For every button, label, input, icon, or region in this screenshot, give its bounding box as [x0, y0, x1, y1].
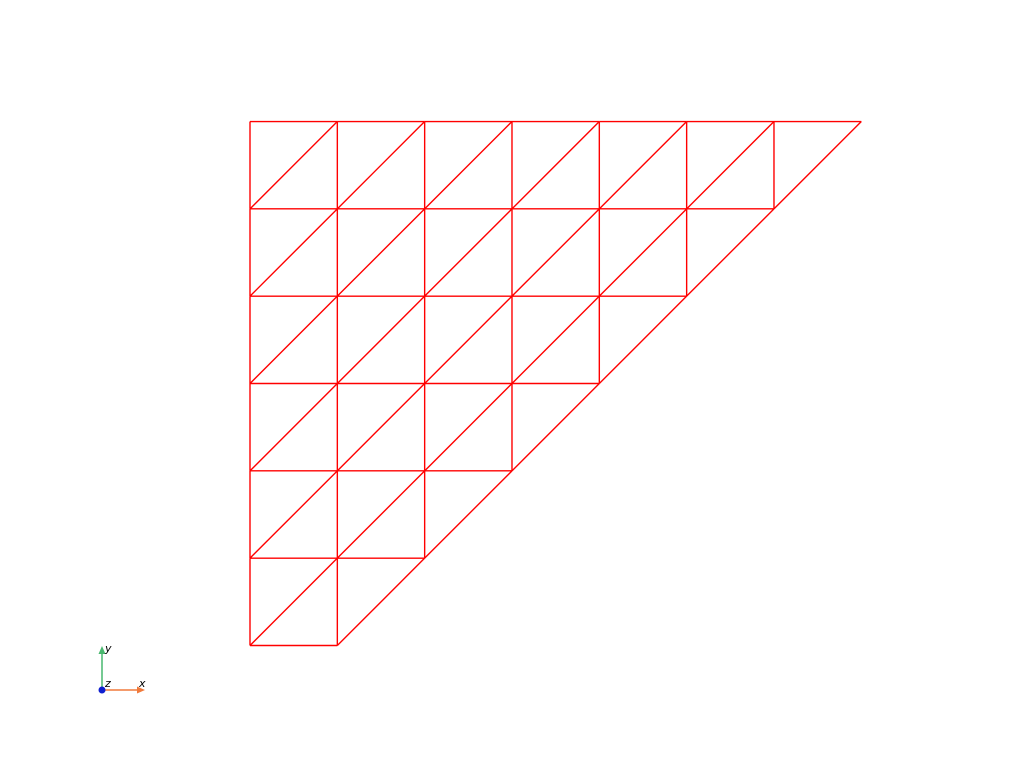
mesh-edge — [336, 208, 426, 297]
mesh-edge — [249, 557, 338, 646]
z-axis-label: z — [104, 677, 111, 690]
mesh-edge — [598, 295, 688, 385]
mesh-edge — [424, 383, 513, 472]
mesh-edge — [424, 470, 513, 559]
mesh-edge — [511, 383, 600, 472]
orientation-axes-widget: y x z — [98, 642, 146, 694]
mesh-edge — [511, 208, 600, 297]
x-axis-label: x — [138, 677, 146, 690]
mesh-edge — [424, 121, 513, 210]
mesh-edge — [686, 208, 775, 297]
mesh-edge — [598, 208, 688, 297]
y-axis-arrowhead — [98, 646, 106, 654]
mesh-edge — [249, 121, 338, 210]
mesh-edge — [511, 121, 600, 210]
mesh-edge — [424, 208, 513, 297]
z-axis-dot — [98, 686, 106, 694]
mesh-edge — [336, 383, 426, 472]
x-axis-arrowhead — [137, 686, 145, 694]
mesh-edge — [249, 470, 338, 559]
mesh-edge — [336, 121, 426, 210]
y-axis-label: y — [104, 642, 112, 655]
mesh-edge — [249, 208, 338, 297]
mesh-edge — [686, 121, 775, 210]
mesh-edge — [773, 121, 862, 210]
mesh-edge — [249, 295, 338, 385]
mesh-edge — [249, 383, 338, 472]
mesh-edge — [336, 295, 426, 385]
mesh-edge — [424, 295, 513, 385]
mesh-edge — [336, 557, 426, 646]
mesh-edge — [598, 121, 688, 210]
mesh-edge — [336, 470, 426, 559]
mesh-edge — [511, 295, 600, 385]
